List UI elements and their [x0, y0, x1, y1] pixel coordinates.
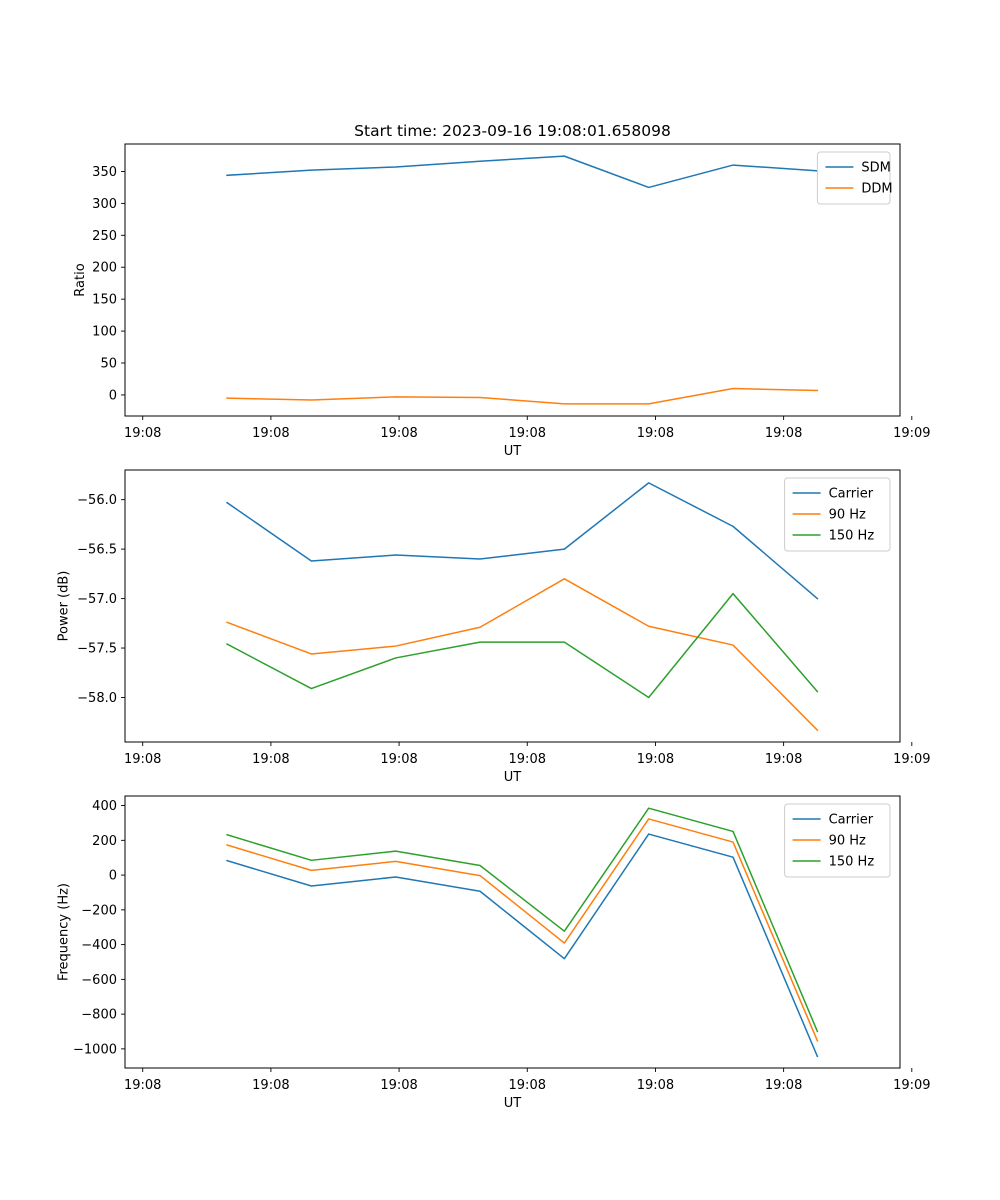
ratio-axes-frame	[124, 143, 901, 417]
ratio-y-tick-label: 300	[92, 197, 117, 212]
power-y-tick-label: −56.0	[77, 493, 117, 508]
ratio-series-line-sdm	[226, 155, 819, 189]
ratio-legend-label: DDM	[861, 182, 892, 197]
ratio-x-tick-label: 19:08	[637, 426, 674, 441]
ratio-x-tick-label: 19:08	[124, 426, 161, 441]
power-y-tick-label: −57.0	[77, 592, 117, 607]
frequency-y-tick-label: 400	[92, 799, 117, 814]
power-x-tick-label: 19:08	[637, 752, 674, 767]
frequency-x-tick-label: 19:08	[380, 1078, 417, 1093]
power-y-tick-label: −58.0	[77, 691, 117, 706]
frequency-legend-label: Carrier	[829, 813, 874, 828]
power-legend	[784, 477, 891, 552]
panel-frequency: 19:08 19:08 19:08 19:08 19:08 19:08 19:09 400 20…	[57, 795, 931, 1111]
frequency-y-axis-label: Frequency (Hz)	[57, 883, 72, 981]
frequency-x-tick-label: 19:08	[637, 1078, 674, 1093]
ratio-y-tick-label: 200	[92, 261, 117, 276]
ratio-x-tick-label: 19:09	[893, 426, 930, 441]
ratio-series-line-ddm	[226, 387, 819, 405]
ratio-x-tick-label: 19:08	[765, 426, 802, 441]
panel-power: 19:08 19:08 19:08 19:08 19:08 19:08 19:09 −56.0…	[57, 469, 931, 785]
frequency-x-tick-label: 19:09	[893, 1078, 930, 1093]
power-y-axis-label: Power (dB)	[57, 571, 72, 642]
frequency-x-tick-label: 19:08	[252, 1078, 289, 1093]
ratio-y-tick-label: 0	[109, 388, 117, 403]
frequency-series-line-90-hz	[226, 818, 819, 1042]
panel-ratio: 19:08 19:08 19:08 19:08 19:08 19:08 19:09 0 50 10…	[73, 143, 931, 459]
frequency-x-tick-label: 19:08	[509, 1078, 546, 1093]
ratio-legend-label: SDM	[861, 161, 890, 176]
frequency-plot-area: 19:08 19:08 19:08 19:08 19:08 19:08 19:09 400 20…	[57, 795, 931, 1111]
power-x-tick-label: 19:08	[252, 752, 289, 767]
ratio-x-tick-label: 19:08	[509, 426, 546, 441]
frequency-series-line-carrier	[226, 833, 819, 1058]
ratio-x-tick-label: 19:08	[380, 426, 417, 441]
frequency-x-tick-label: 19:08	[124, 1078, 161, 1093]
power-legend-label: 90 Hz	[829, 508, 866, 523]
frequency-legend	[784, 803, 891, 878]
power-series-line-carrier	[225, 482, 819, 600]
frequency-y-tick-label: −1000	[73, 1042, 117, 1057]
power-x-tick-label: 19:08	[509, 752, 546, 767]
frequency-y-tick-label: 0	[109, 869, 117, 884]
power-x-tick-label: 19:09	[893, 752, 930, 767]
frequency-y-tick-label: −200	[81, 903, 117, 918]
ratio-y-tick-label: 250	[92, 229, 117, 244]
power-x-tick-label: 19:08	[380, 752, 417, 767]
power-x-tick-label: 19:08	[765, 752, 802, 767]
frequency-y-tick-label: −400	[81, 938, 117, 953]
frequency-legend-label: 90 Hz	[829, 834, 866, 849]
ratio-y-tick-label: 350	[92, 165, 117, 180]
ratio-x-axis-label: UT	[504, 444, 522, 459]
power-axes-frame	[124, 469, 901, 743]
power-legend-label: 150 Hz	[829, 529, 875, 544]
frequency-legend-label: 150 Hz	[829, 855, 875, 870]
power-plot-area: 19:08 19:08 19:08 19:08 19:08 19:08 19:09 −56.0…	[57, 469, 931, 785]
power-series-line-90-hz	[226, 578, 819, 732]
ratio-y-axis-label: Ratio	[73, 263, 88, 296]
frequency-axes-frame	[124, 795, 901, 1069]
frequency-y-tick-label: 200	[92, 834, 117, 849]
frequency-y-tick-label: −600	[81, 973, 117, 988]
ratio-y-tick-label: 50	[100, 357, 117, 372]
ratio-legend	[816, 151, 891, 205]
power-series-line-150-hz	[226, 592, 819, 699]
frequency-y-tick-label: −800	[81, 1008, 117, 1023]
ratio-x-tick-label: 19:08	[252, 426, 289, 441]
ratio-plot-area: 19:08 19:08 19:08 19:08 19:08 19:08 19:09 0 50 10…	[73, 143, 931, 459]
chart-title: Start time: 2023-09-16 19:08:01.658098	[354, 122, 671, 140]
frequency-x-axis-label: UT	[504, 1096, 522, 1111]
power-legend-label: Carrier	[829, 487, 874, 502]
power-x-axis-label: UT	[504, 770, 522, 785]
frequency-series-line-150-hz	[226, 807, 819, 1033]
ratio-y-tick-label: 100	[92, 325, 117, 340]
power-y-tick-label: −56.5	[77, 543, 117, 558]
frequency-x-tick-label: 19:08	[765, 1078, 802, 1093]
power-y-tick-label: −57.5	[77, 642, 117, 657]
power-x-tick-label: 19:08	[124, 752, 161, 767]
ratio-y-tick-label: 150	[92, 293, 117, 308]
